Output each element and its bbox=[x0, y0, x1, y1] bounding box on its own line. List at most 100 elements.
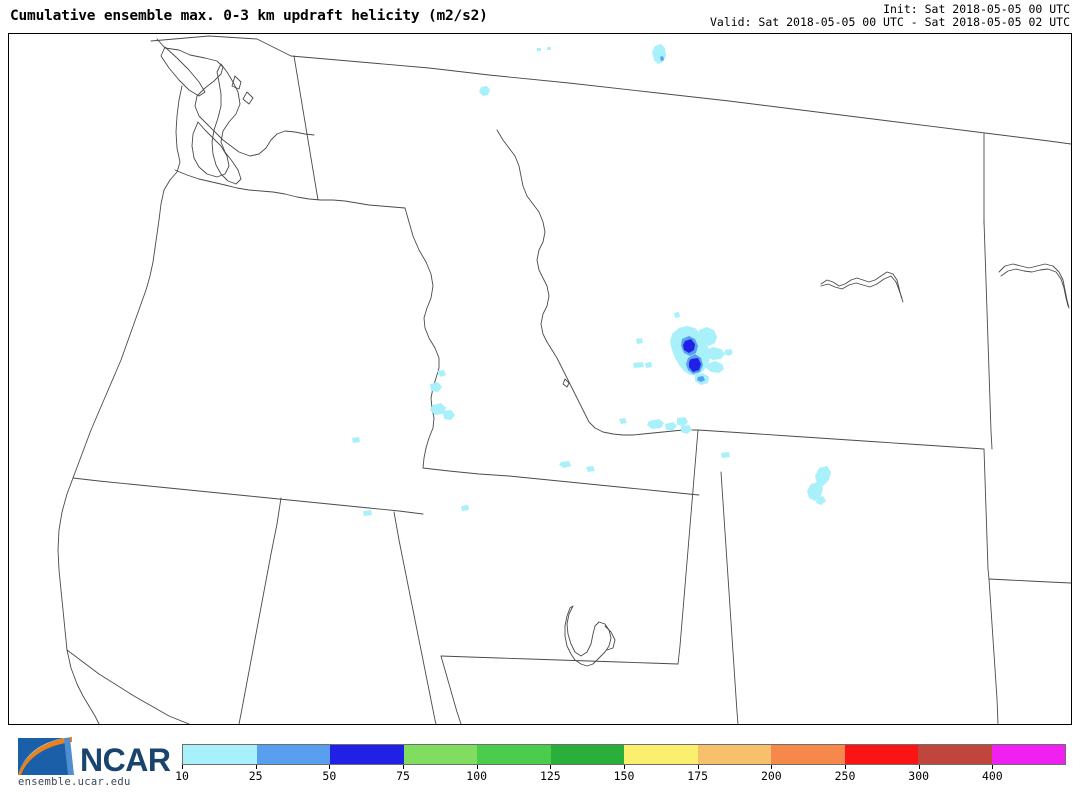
colorbar-tick-mark bbox=[550, 765, 552, 769]
boundary-san-juan-islands bbox=[231, 75, 242, 90]
colorbar-segment bbox=[918, 745, 992, 764]
map-plot-frame bbox=[8, 33, 1072, 725]
uh-cell-east-b bbox=[706, 361, 724, 373]
boundary-co-east bbox=[988, 578, 999, 724]
uh-cell-nv-or-b bbox=[443, 410, 455, 420]
colorbar-segment bbox=[477, 745, 551, 764]
colorbar-tick-mark bbox=[845, 765, 846, 769]
colorbar-tick-mark bbox=[624, 765, 625, 769]
uh-cell-nv-interior bbox=[352, 437, 360, 443]
uh-cell-north-idaho-border bbox=[652, 44, 666, 64]
colorbar-tick-label: 200 bbox=[760, 769, 782, 783]
uh-cell-ut-b bbox=[586, 466, 595, 472]
valid-time-label: Valid: Sat 2018-05-05 00 UTC - Sat 2018-… bbox=[709, 15, 1070, 29]
boundary-nv-ut bbox=[393, 511, 437, 724]
boundary-ut-wy bbox=[440, 655, 679, 665]
uh-cell-group-north bbox=[479, 44, 666, 96]
boundary-pacific-coast bbox=[57, 85, 183, 724]
map-canvas bbox=[57, 35, 1071, 724]
boundary-mt-wy bbox=[697, 429, 985, 450]
ncar-url-label: ensemble.ucar.edu bbox=[18, 776, 131, 788]
uh-cell-snake-d bbox=[619, 418, 627, 424]
colorbar-tick-label: 175 bbox=[687, 769, 709, 783]
colorbar-segment bbox=[183, 745, 257, 764]
colorbar-tick-mark bbox=[918, 765, 920, 769]
uh-cell-nv-south bbox=[363, 510, 372, 516]
uh-cluster-nevada-oregon bbox=[352, 370, 455, 516]
uh-cell-montana-speck-b bbox=[547, 47, 551, 50]
colorbar-tick-label: 75 bbox=[396, 769, 410, 783]
uh-cluster-central-idaho bbox=[633, 312, 733, 385]
uh-cell-ut-c bbox=[461, 505, 469, 511]
boundary-puget-sound bbox=[211, 63, 242, 185]
uh-cell-nv-or-c bbox=[430, 382, 442, 392]
colorbar-tick-mark bbox=[329, 765, 331, 769]
boundary-wy-east bbox=[983, 448, 990, 580]
ncar-logo-mark-blue bbox=[18, 738, 74, 775]
uh-cell-snake-c bbox=[677, 417, 688, 426]
uh-cell-south-tail-core bbox=[697, 376, 705, 382]
colorbar-segment bbox=[697, 745, 771, 764]
colorbar-tick-label: 125 bbox=[539, 769, 561, 783]
colorbar-segments bbox=[182, 744, 1066, 765]
colorbar-segment bbox=[991, 745, 1065, 764]
feature-great-salt-lake bbox=[564, 605, 612, 667]
colorbar-segment bbox=[550, 745, 624, 764]
uh-cell-snake-b bbox=[665, 422, 677, 430]
uh-cell-north-idaho-core bbox=[660, 56, 664, 61]
colorbar-tick-label: 250 bbox=[834, 769, 856, 783]
ncar-logo-text: NCAR bbox=[80, 742, 171, 778]
colorbar-tick-label: 300 bbox=[908, 769, 930, 783]
colorbar-segment bbox=[771, 745, 845, 764]
boundary-wy-ne bbox=[988, 578, 1071, 584]
ncar-logo-mark-curve bbox=[18, 738, 70, 775]
colorbar-segment bbox=[256, 745, 330, 764]
uh-cell-nv-or-a bbox=[430, 403, 446, 415]
colorbar-segment bbox=[330, 745, 404, 764]
colorbar-tick-label: 100 bbox=[466, 769, 488, 783]
boundary-small-island bbox=[242, 91, 254, 105]
uh-cluster-snake-plain bbox=[619, 417, 730, 458]
boundary-id-south bbox=[422, 467, 700, 496]
boundary-ca-nv bbox=[238, 497, 282, 724]
colorbar-tick-mark bbox=[403, 765, 404, 769]
boundary-or-nv-ca bbox=[72, 477, 424, 515]
colorbar-segment bbox=[403, 745, 477, 764]
colorbar-tick-mark bbox=[182, 765, 183, 769]
uh-speck-west-a bbox=[636, 338, 643, 344]
boundary-ut-az bbox=[440, 655, 462, 724]
boundary-wa-or bbox=[174, 169, 406, 209]
uh-cell-wy-border bbox=[681, 425, 692, 434]
feature-fort-peck-lake bbox=[820, 271, 904, 303]
feature-lake-sakakawea bbox=[998, 263, 1070, 309]
plot-header: Cumulative ensemble max. 0-3 km updraft … bbox=[0, 0, 1080, 33]
boundary-wy-west bbox=[677, 429, 699, 665]
boundary-wa-id bbox=[293, 55, 319, 201]
uh-streak-wy-tail bbox=[816, 496, 826, 505]
colorbar-tick-label: 10 bbox=[175, 769, 189, 783]
feature-small-lake bbox=[562, 378, 570, 388]
boundary-canada-us bbox=[150, 35, 1071, 145]
page-title: Cumulative ensemble max. 0-3 km updraft … bbox=[10, 8, 488, 24]
ncar-logo: NCAR bbox=[18, 737, 171, 778]
feature-great-salt-lake-tail bbox=[604, 625, 616, 651]
uh-cell-snake-a bbox=[647, 419, 664, 429]
colorbar-tick-label: 400 bbox=[981, 769, 1003, 783]
uh-core-deep-blue-lower bbox=[689, 358, 701, 372]
init-time-label: Init: Sat 2018-05-05 00 UTC bbox=[883, 2, 1070, 16]
feature-fort-peck-lake-2 bbox=[820, 275, 903, 299]
colorbar-tick-axis: 10 25 50 75 100 125 150 175 200 250 300 400 bbox=[175, 765, 1066, 791]
uh-speck-north bbox=[674, 312, 680, 318]
uh-cluster-wyoming bbox=[807, 466, 831, 505]
uh-cell-east-c bbox=[724, 349, 733, 356]
uh-streak-wy-upper bbox=[815, 466, 831, 486]
colorbar-tick-mark bbox=[992, 765, 994, 769]
boundary-olympic-peninsula bbox=[191, 121, 230, 178]
plot-footer: NCAR ensemble.ucar.edu 10 25 50 75 100 125 150… bbox=[0, 725, 1080, 792]
uh-envelope-ne-lobe bbox=[699, 327, 717, 346]
uh-cell-ut-a bbox=[559, 461, 571, 468]
colorbar-segment bbox=[844, 745, 918, 764]
uh-cell-montana-speck-a bbox=[537, 48, 541, 51]
updraft-helicity-layer bbox=[352, 44, 831, 516]
uh-cell-east-a bbox=[705, 347, 725, 360]
